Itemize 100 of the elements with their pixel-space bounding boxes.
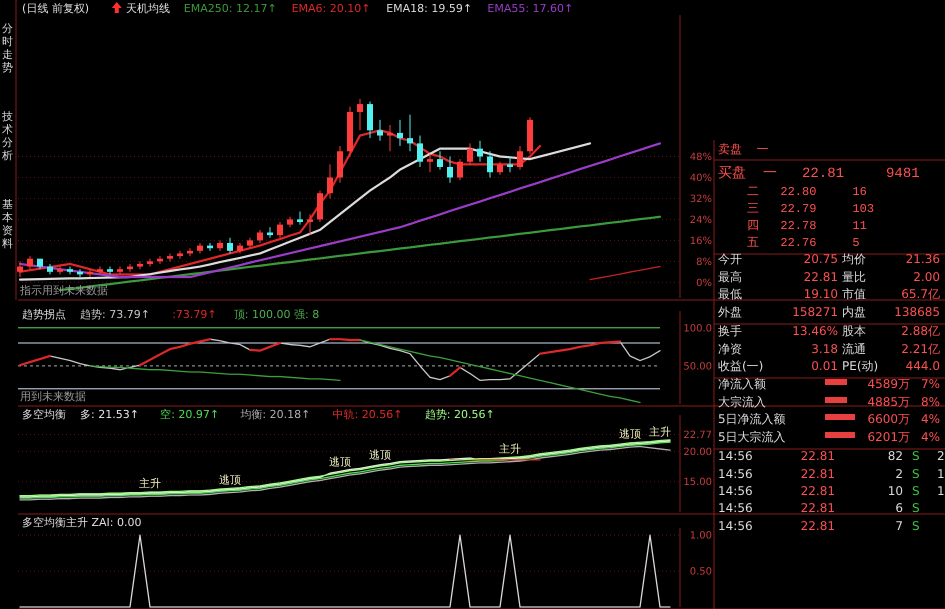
- text: 多: 21.53↑: [80, 408, 139, 421]
- candlestick: [47, 263, 53, 275]
- y-tick-label: 40%: [690, 172, 712, 184]
- annotation: 主升: [139, 477, 161, 490]
- y-tick-label: 24%: [690, 214, 712, 226]
- candlestick: [27, 256, 33, 270]
- text: 外盘 158271 内盘 138685: [718, 305, 940, 319]
- line-series: [89, 365, 341, 382]
- annotation: 逃顶: [619, 427, 641, 440]
- candlestick: [227, 237, 233, 254]
- text: 5日净流入额 6600万 4%: [718, 412, 940, 426]
- candlestick: [237, 242, 243, 254]
- candlestick: [327, 164, 333, 199]
- annotation: 逃顶: [219, 474, 241, 487]
- y-tick-label: 20.00: [683, 446, 712, 458]
- candlestick: [267, 226, 273, 238]
- text: 最低 19.10 市值 65.7亿: [718, 287, 940, 301]
- text: 技术分析: [1, 110, 13, 162]
- annotation: 逃顶: [369, 448, 391, 462]
- text: 空: 20.97↑: [160, 408, 220, 421]
- candlestick: [17, 260, 23, 278]
- candlestick: [517, 146, 523, 170]
- y-tick-label: 22.77: [683, 430, 712, 442]
- candlestick: [247, 237, 253, 249]
- text: 分时走势: [2, 22, 13, 74]
- candlestick: [387, 124, 393, 152]
- text: 四 22.78 11: [718, 219, 867, 233]
- text: 今开 20.75 均价 21.36: [718, 252, 940, 266]
- text: 14:56 22.81 6 S: [718, 501, 920, 515]
- text: 5日大宗流入 6201万 4%: [718, 430, 940, 444]
- chart-title: 趋势拐点: [22, 308, 66, 321]
- text: 14:56 22.81 82 S 2: [718, 449, 945, 463]
- text: 14:56 22.81 2 S 1: [718, 467, 945, 481]
- candlestick: [357, 98, 363, 131]
- annotation: 用到未来数据: [20, 390, 86, 403]
- candlestick: [397, 119, 403, 147]
- y-tick-label: 0.50: [690, 566, 712, 578]
- line-series: [359, 339, 641, 404]
- candlestick: [447, 156, 453, 184]
- text: EMA55: 17.60↑: [487, 2, 574, 15]
- candlestick: [257, 229, 263, 244]
- y-tick-label: 0%: [696, 278, 712, 289]
- text: 买盘 一 22.81 9481: [718, 165, 920, 182]
- candlestick: [197, 242, 203, 254]
- candlestick: [467, 142, 473, 165]
- text: 大宗流入 4885万 8%: [718, 395, 940, 409]
- text: 净流入额 4589万 7%: [718, 377, 940, 391]
- line-series: [18, 129, 542, 276]
- candlestick: [427, 153, 433, 173]
- candlestick: [497, 161, 503, 176]
- chart-title: (日线 前复权): [22, 2, 90, 15]
- candlestick: [477, 140, 483, 162]
- y-tick-label: 15.00: [683, 477, 712, 488]
- y-tick-label: 8%: [696, 256, 712, 268]
- series-label: :73.79↑: [172, 308, 217, 321]
- text: 换手 13.46% 股本 2.88亿: [718, 324, 940, 338]
- chart-title: 多空均衡主升 ZAI: 0.00: [22, 516, 142, 529]
- y-tick-label: 16%: [690, 236, 712, 247]
- text: 14:56 22.81 10 S 1: [718, 484, 945, 498]
- text: 净资 3.18 流通 2.21亿: [718, 342, 940, 356]
- text: 趋势: 20.56↑: [424, 408, 495, 421]
- candlestick: [37, 258, 43, 270]
- text: 收益(一) 0.01 PE(动) 444.0: [718, 359, 940, 373]
- chart-subtitle: 天机均线: [126, 2, 170, 15]
- candlestick: [307, 214, 313, 236]
- text: EMA250: 12.17↑: [184, 2, 277, 15]
- text: 二 22.80 16: [718, 185, 867, 199]
- y-tick-label: 100.0: [683, 323, 712, 334]
- text: 趋势: 73.79↑: [80, 308, 150, 321]
- candlestick: [377, 119, 383, 142]
- text: 均衡: 20.18↑: [239, 408, 310, 421]
- ref-line-label: 顶: 100.00 强: 8: [234, 308, 320, 321]
- text: 基本资料: [2, 198, 13, 250]
- candlestick: [287, 216, 293, 228]
- text: 三 22.79 103: [718, 202, 874, 216]
- text: EMA6: 20.10↑: [292, 2, 370, 15]
- candlestick: [437, 150, 443, 170]
- annotation: 主升: [499, 442, 521, 456]
- text: 中轨: 20.56↑: [332, 408, 403, 421]
- y-tick-label: 1.00: [690, 530, 712, 542]
- candlestick: [407, 114, 413, 152]
- text: 14:56 22.81 7 S: [718, 519, 920, 533]
- annotation: 主升: [649, 426, 671, 439]
- chart-title: 多空均衡: [22, 408, 66, 421]
- text: 卖盘 一: [718, 143, 790, 157]
- line-series: [589, 266, 661, 280]
- candlestick: [297, 211, 303, 226]
- text: EMA18: 19.59↑: [386, 2, 472, 15]
- candlestick: [507, 156, 513, 173]
- y-tick-label: 48%: [690, 152, 712, 163]
- candlestick: [217, 240, 223, 252]
- text: 五 22.76 5: [718, 236, 860, 250]
- candlestick: [457, 158, 463, 181]
- candlestick: [487, 150, 493, 178]
- candlestick: [277, 222, 283, 238]
- y-tick-label: 32%: [690, 194, 712, 205]
- y-tick-label: 50.00: [683, 361, 712, 372]
- text: 最高 22.81 量比 2.00: [718, 270, 940, 284]
- candlestick: [417, 135, 423, 168]
- annotation: 逃顶: [329, 455, 351, 468]
